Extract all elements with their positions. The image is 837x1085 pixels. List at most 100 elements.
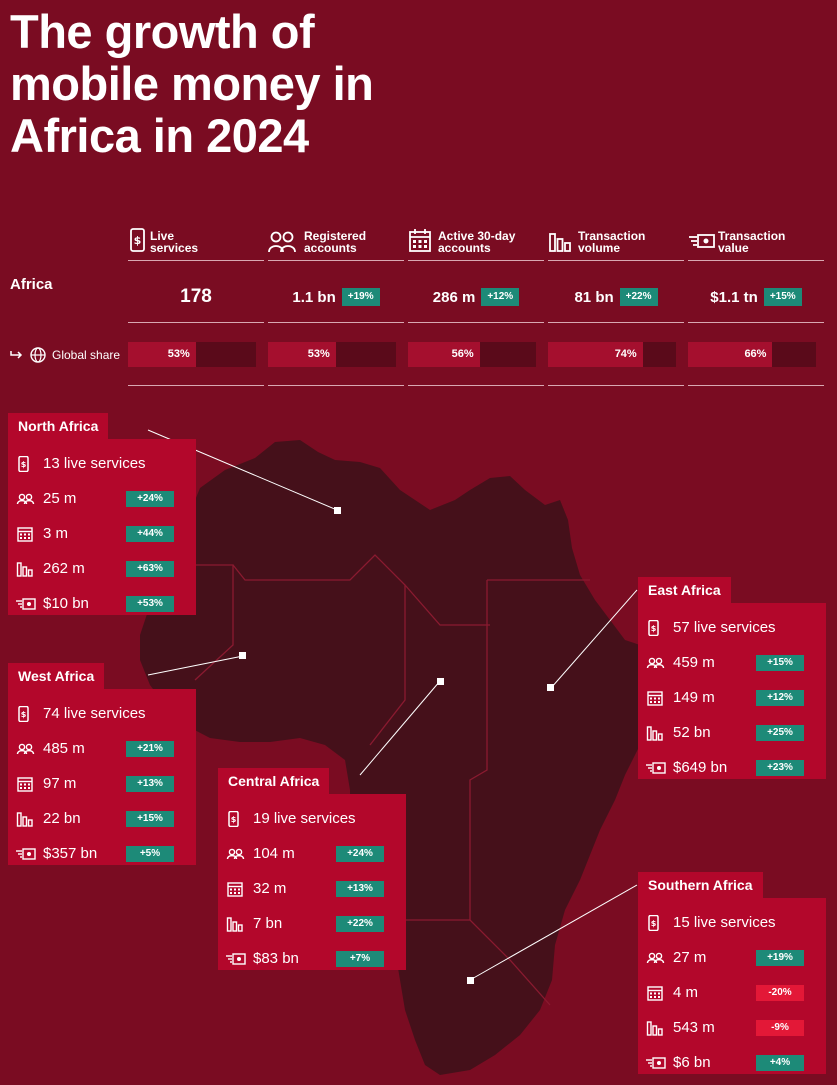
global-share-cell-accounts: 53% <box>268 341 404 386</box>
bar-chart-icon <box>646 1021 663 1036</box>
stat-value: 459 m <box>673 654 715 671</box>
value: 286 m <box>432 288 476 306</box>
money-transfer-icon <box>646 762 666 774</box>
stat-row-accounts: 104 m +24% <box>226 844 398 864</box>
calendar-icon <box>17 527 33 542</box>
africa-silhouette <box>140 440 660 1075</box>
stat-value: 27 m <box>673 949 707 966</box>
share-bar-fill <box>128 342 196 367</box>
calendar-icon <box>17 777 33 792</box>
region-stats-box: $15 live services 27 m +19% 4 m -20% 543 m -9%… <box>638 898 826 1074</box>
bar-chart-icon <box>16 562 33 577</box>
global-share-cell-volume: 74% <box>548 341 684 386</box>
stat-row-active: 149 m +12% <box>646 688 818 708</box>
global-share-label: Global share <box>10 347 120 363</box>
growth-badge: +44% <box>126 526 174 542</box>
region-title: North Africa <box>8 413 109 439</box>
money-transfer-icon <box>226 953 246 965</box>
growth-badge: +22% <box>336 916 384 932</box>
stat-row-live: $19 live services <box>226 809 398 829</box>
africa-live-services: 178 <box>128 272 264 323</box>
region-stats-box: $13 live services 25 m +24% 3 m +44% 262 m +63… <box>8 439 196 615</box>
svg-text:$: $ <box>134 234 142 247</box>
growth-badge: +7% <box>336 951 384 967</box>
users-icon <box>16 493 35 505</box>
growth-badge: +19% <box>341 288 380 306</box>
stat-row-value: $10 bn +53% <box>16 594 188 614</box>
stat-value: $10 bn <box>43 595 89 612</box>
stat-value: 19 live services <box>253 810 356 827</box>
share-value: 74% <box>614 348 637 360</box>
users-icon <box>646 952 665 964</box>
region-title: Southern Africa <box>638 872 763 898</box>
stat-value: $357 bn <box>43 845 98 862</box>
users-icon <box>16 743 35 755</box>
stat-value: $83 bn <box>253 950 299 967</box>
calendar-icon <box>409 229 431 252</box>
growth-badge: +12% <box>756 690 804 706</box>
stat-row-live: $74 live services <box>16 704 188 724</box>
stat-row-active: 32 m +13% <box>226 879 398 899</box>
stat-row-volume: 543 m -9% <box>646 1018 818 1038</box>
region-title: Central Africa <box>218 768 330 794</box>
stat-value: 485 m <box>43 740 85 757</box>
stat-value: 104 m <box>253 845 295 862</box>
stat-value: $649 bn <box>673 759 728 776</box>
stat-value: 74 live services <box>43 705 146 722</box>
stat-row-live: $13 live services <box>16 454 188 474</box>
stat-row-live: $57 live services <box>646 618 818 638</box>
share-bar-fill <box>268 342 336 367</box>
global-share-cell-value: 66% <box>688 341 824 386</box>
stat-row-active: 3 m +44% <box>16 524 188 544</box>
growth-badge: -20% <box>756 985 804 1001</box>
marker-east <box>547 684 554 691</box>
share-value: 53% <box>307 348 330 360</box>
leader-east <box>550 589 638 689</box>
stat-value: 57 live services <box>673 619 776 636</box>
money-transfer-icon <box>16 598 36 610</box>
growth-badge: +12% <box>481 288 520 306</box>
growth-badge: -9% <box>756 1020 804 1036</box>
share-value: 66% <box>744 348 767 360</box>
border-central-north <box>404 584 490 626</box>
col-head-active-accounts: Active 30-day accounts <box>408 228 544 261</box>
border-west-sahel <box>232 554 406 746</box>
growth-badge: +4% <box>756 1055 804 1071</box>
leader-southern <box>469 884 638 981</box>
col-head-live-services: $ Live services <box>128 228 264 261</box>
stat-value: 22 bn <box>43 810 81 827</box>
border-east-central <box>469 580 488 920</box>
money-transfer-icon <box>646 1057 666 1069</box>
arrow-right-icon <box>10 351 23 359</box>
growth-badge: +13% <box>126 776 174 792</box>
mobile-icon: $ <box>228 811 239 827</box>
border-central-south <box>395 919 551 1006</box>
stat-value: 4 m <box>673 984 699 1001</box>
growth-badge: +15% <box>756 655 804 671</box>
mobile-icon: $ <box>648 915 659 931</box>
col-head-transaction-value: Transaction value <box>688 228 824 261</box>
stat-value: 262 m <box>43 560 85 577</box>
stat-row-accounts: 27 m +19% <box>646 948 818 968</box>
growth-badge: +24% <box>126 491 174 507</box>
stat-row-active: 97 m +13% <box>16 774 188 794</box>
svg-text:$: $ <box>21 460 27 469</box>
africa-active-accounts: 286 m +12% <box>408 272 544 323</box>
africa-registered-accounts: 1.1 bn +19% <box>268 272 404 323</box>
svg-text:$: $ <box>21 710 27 719</box>
bar-chart-icon <box>646 726 663 741</box>
region-stats-box: $19 live services 104 m +24% 32 m +13% 7 bn +2… <box>218 794 406 970</box>
leader-west <box>147 655 244 676</box>
stat-value: 13 live services <box>43 455 146 472</box>
growth-badge: +25% <box>756 725 804 741</box>
stat-row-live: $15 live services <box>646 913 818 933</box>
mobile-icon: $ <box>18 456 29 472</box>
marker-north <box>334 507 341 514</box>
stat-value: 52 bn <box>673 724 711 741</box>
growth-badge: +24% <box>336 846 384 862</box>
growth-badge: +21% <box>126 741 174 757</box>
stat-row-active: 4 m -20% <box>646 983 818 1003</box>
stat-value: 7 bn <box>253 915 283 932</box>
stat-value: 149 m <box>673 689 715 706</box>
